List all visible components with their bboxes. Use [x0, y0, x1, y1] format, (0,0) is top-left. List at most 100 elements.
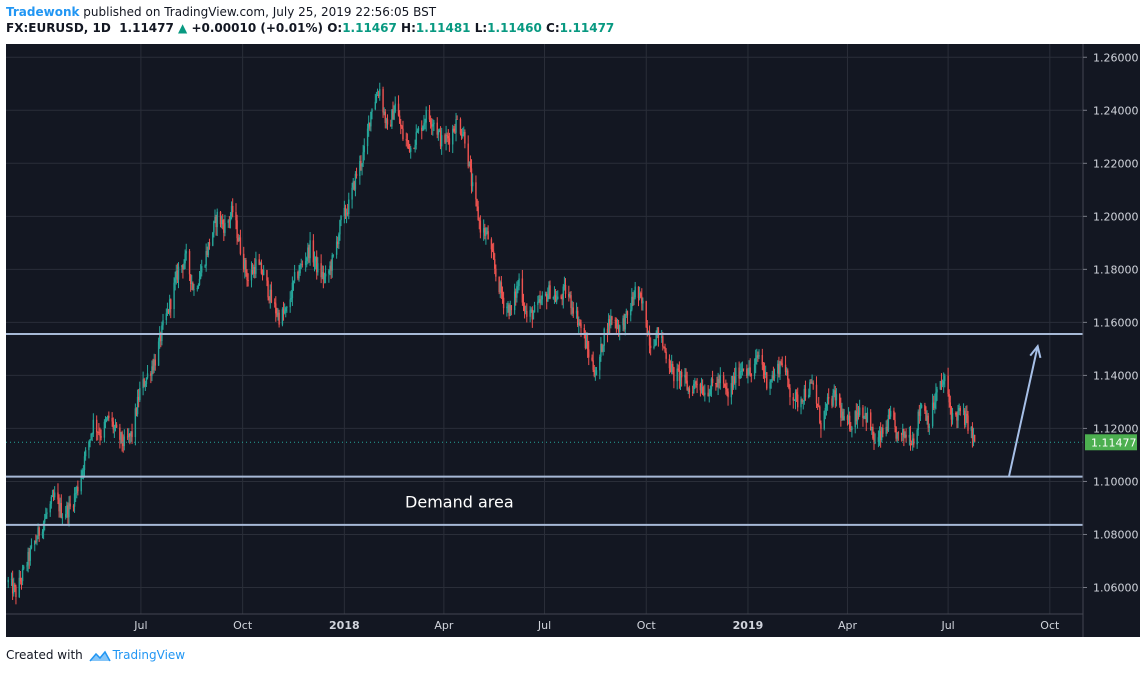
candle-body	[958, 407, 960, 411]
candle-body	[213, 221, 215, 233]
candle-body	[724, 383, 726, 387]
candle-body	[708, 394, 710, 397]
candle-body	[586, 340, 589, 350]
candle-body	[361, 163, 363, 167]
candle-body	[238, 237, 241, 241]
candle-body	[490, 239, 493, 250]
candle-body	[568, 293, 570, 297]
candle-body	[592, 360, 594, 370]
candle-body	[34, 540, 36, 545]
candle-body	[330, 265, 332, 271]
candle-body	[531, 309, 534, 320]
candle-body	[183, 263, 185, 270]
time-tick-label: 2019	[733, 619, 764, 632]
candle-body	[243, 253, 245, 270]
candle-body	[851, 427, 853, 431]
candle-body	[749, 367, 751, 374]
candle-body	[754, 358, 757, 364]
candle-body	[739, 371, 741, 379]
candle-body	[963, 410, 966, 425]
candle-body	[684, 374, 686, 378]
time-tick-label: Jul	[940, 619, 954, 632]
candle-body	[641, 296, 643, 304]
candle-body	[384, 111, 386, 123]
candle-body	[239, 237, 242, 254]
candle-body	[951, 413, 954, 420]
candle-body	[637, 286, 640, 299]
candle-body	[393, 111, 395, 120]
candle-body	[576, 310, 579, 326]
candle-body	[143, 379, 145, 387]
candle-body	[111, 417, 113, 422]
candle-body	[394, 103, 396, 112]
candle-body	[654, 345, 656, 347]
high-value: 1.11481	[415, 21, 471, 35]
candle-body	[770, 380, 772, 382]
candle-body	[502, 297, 505, 309]
annotations[interactable]: Demand area	[405, 343, 1042, 511]
candle-body	[35, 540, 37, 542]
candle-body	[611, 316, 613, 320]
candle-body	[572, 307, 574, 314]
candle-body	[105, 419, 108, 422]
candle-body	[345, 212, 348, 216]
candle-body	[750, 373, 752, 377]
projection-arrow[interactable]	[1007, 346, 1039, 477]
candle-body	[479, 220, 482, 233]
candle-body	[29, 548, 32, 561]
candle-body	[862, 407, 864, 418]
horizontal-levels[interactable]	[6, 333, 1083, 526]
candle-body	[632, 296, 634, 300]
candle-body	[329, 265, 331, 271]
candle-body	[933, 402, 935, 409]
candle-body	[925, 410, 927, 421]
candle-body	[214, 216, 216, 222]
price-tick-label: 1.16000	[1093, 316, 1139, 329]
candle-body	[879, 431, 882, 441]
candle-body	[820, 423, 822, 429]
candle-body	[716, 383, 718, 388]
price-tick-label: 1.24000	[1093, 104, 1139, 117]
tradingview-link[interactable]: TradingView	[112, 648, 186, 662]
demand-area-label[interactable]: Demand area	[405, 492, 514, 511]
price-tick-label: 1.12000	[1093, 422, 1139, 435]
candle-body	[633, 297, 635, 300]
price-tick-label: 1.20000	[1093, 210, 1139, 223]
candle-body	[609, 319, 611, 326]
candle-body	[237, 238, 239, 241]
footer: Created with TradingView	[6, 648, 185, 663]
candle-body	[128, 433, 130, 438]
candle-body	[120, 432, 122, 440]
candle-body	[289, 299, 291, 308]
candle-body	[273, 302, 276, 304]
candle-body	[293, 272, 296, 281]
candle-body	[848, 415, 851, 430]
candle-body	[464, 131, 466, 144]
candle-body	[696, 383, 698, 385]
candle-body	[966, 413, 968, 416]
candle-body	[918, 411, 921, 416]
candle-body	[934, 402, 936, 409]
symbol-line: FX:EURUSD, 1D 1.11477 ▲ +0.00010 (+0.01%…	[6, 20, 614, 36]
candle-body	[255, 259, 257, 274]
candle-body	[668, 358, 671, 369]
time-axis[interactable]: Jul Oct 2018 Apr Jul Oct 2019 Apr Jul Oct	[133, 619, 1060, 632]
candle-body	[905, 434, 907, 438]
chart-area[interactable]: Demand area 1.26000 1.24000 1.22000 1.20000…	[6, 44, 1140, 637]
candle-body	[710, 378, 713, 390]
time-tick-label: Apr	[434, 619, 454, 632]
candle-body	[482, 228, 485, 233]
author-link[interactable]: Tradewonk	[6, 5, 80, 19]
price-chart[interactable]: Demand area 1.26000 1.24000 1.22000 1.20000…	[6, 44, 1140, 637]
candle-body	[746, 368, 748, 376]
candle-body	[811, 382, 813, 384]
time-tick-label: Oct	[637, 619, 657, 632]
candle-body	[593, 369, 595, 376]
candle-body	[328, 270, 330, 274]
candle-body	[962, 410, 965, 412]
candle-body	[398, 115, 401, 124]
price-axis[interactable]: 1.26000 1.24000 1.22000 1.20000 1.18000 1.160…	[1083, 51, 1139, 594]
candle-body	[484, 228, 486, 236]
candle-body	[763, 370, 766, 376]
candle-body	[416, 130, 419, 133]
